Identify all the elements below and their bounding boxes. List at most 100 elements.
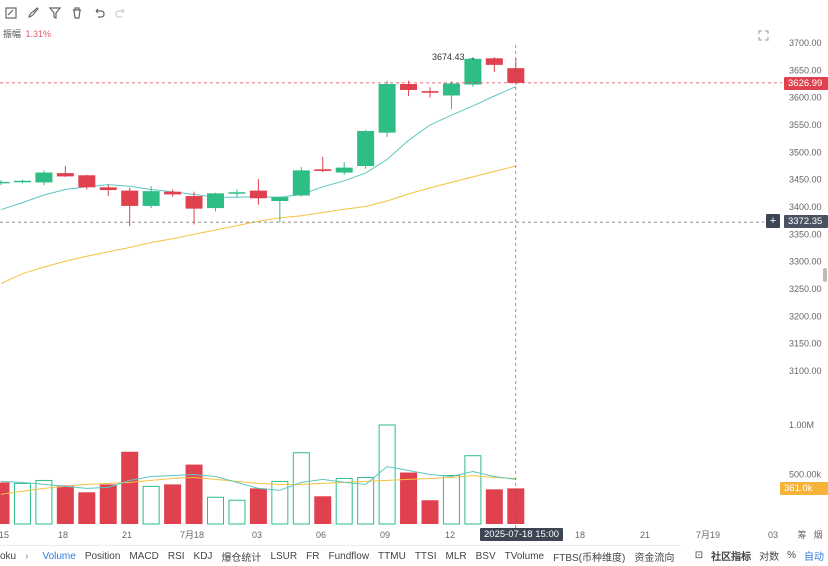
volume-ma-a-line: [0, 474, 516, 495]
volume-bar: [142, 485, 160, 525]
candle-body: [207, 193, 224, 209]
amplitude-value: 1.31%: [25, 29, 52, 39]
volume-bar: [314, 496, 332, 524]
indicator-tab[interactable]: RSI: [167, 550, 185, 562]
volume-bar: [271, 480, 289, 525]
indicator-tab[interactable]: Fundflow: [328, 550, 370, 562]
amplitude-readout: 振幅 1.31%: [3, 27, 51, 40]
auto-scale-button[interactable]: 自动: [804, 552, 824, 563]
candle-body: [292, 170, 310, 196]
volume-bar: [464, 455, 482, 525]
log-scale-button[interactable]: 对数: [759, 552, 780, 563]
candle-body: [485, 58, 503, 65]
indicator-tab[interactable]: BSV: [475, 550, 496, 562]
trash-icon[interactable]: [66, 2, 88, 24]
candle-body: [464, 58, 482, 85]
time-tick-label: 12: [445, 530, 455, 540]
indicator-tab[interactable]: FR: [306, 550, 320, 562]
current-price-tag: 3626.99: [784, 77, 828, 90]
volume-bar: [421, 500, 439, 524]
indicator-tab[interactable]: FTBS(币种维度): [553, 552, 626, 564]
volume-ma-b-line: [0, 466, 516, 491]
candle-body: [442, 83, 460, 96]
volume-bar: [13, 482, 31, 525]
chevron-right-icon[interactable]: ›: [25, 550, 29, 562]
volume-bar: [99, 484, 117, 524]
crosshair-price-tag: 3372.35: [784, 215, 828, 228]
candle-body: [228, 192, 246, 194]
time-axis: 15 18 21 7月18 03 06 09 12 18 21 7月19 03 筹烟: [0, 529, 823, 540]
volume-axis: 1.00M 500.00k: [789, 420, 822, 480]
indicator-tab[interactable]: KDJ: [193, 550, 213, 562]
scroll-handle[interactable]: [823, 268, 827, 282]
community-indicator-button[interactable]: 社区指标: [711, 552, 752, 563]
volume-bar: [400, 472, 418, 524]
candle-body: [0, 181, 10, 184]
price-tick-label: 3600.00: [789, 93, 822, 103]
volume-bar: [185, 464, 203, 524]
candle-body: [421, 91, 439, 93]
bottom-right-controls: ⊡ 社区指标 对数 % 自动: [680, 545, 828, 566]
candle-body: [78, 175, 96, 188]
indicator-tab[interactable]: MLR: [445, 550, 467, 562]
time-tick-label: 18: [58, 530, 68, 540]
undo-icon[interactable]: [88, 2, 110, 24]
candle-body: [99, 187, 117, 191]
amplitude-label: 振幅: [3, 29, 22, 39]
price-tick-label: 3350.00: [789, 229, 822, 239]
candle-body: [121, 190, 139, 206]
time-tick-label: 03: [252, 530, 262, 540]
brush-icon[interactable]: [22, 2, 44, 24]
price-chart[interactable]: 3700.00 3650.00 3600.00 3550.00 3500.00 3450.…: [0, 0, 828, 545]
indicator-tab[interactable]: 爆仓统计: [221, 552, 262, 564]
crosshair: [0, 45, 782, 528]
indicator-tab[interactable]: MACD: [129, 550, 159, 562]
indicator-tab[interactable]: 资金流向: [634, 552, 675, 564]
fullscreen-icon[interactable]: [758, 30, 769, 41]
price-tick-label: 3400.00: [789, 202, 822, 212]
add-alert-button[interactable]: +: [766, 214, 780, 228]
volume-bar: [335, 477, 353, 525]
time-tick-label: 09: [380, 530, 390, 540]
time-tick-label: 06: [316, 530, 326, 540]
volume-tick-label: 500.00k: [789, 470, 822, 480]
indicator-tab[interactable]: Volume: [42, 550, 76, 562]
time-tick-label: 7月18: [180, 530, 204, 540]
percent-scale-button[interactable]: %: [787, 550, 796, 561]
indicator-tab[interactable]: TVolume: [504, 550, 545, 562]
candle-body: [335, 167, 353, 173]
indicator-tab[interactable]: TTSI: [414, 550, 437, 562]
candle-body: [400, 84, 418, 91]
volume-bar: [507, 488, 525, 524]
time-tick-label: 21: [122, 530, 132, 540]
indicator-bar: oku › Volume Position MACD RSI KDJ 爆仓统计 LSUR FR Fu…: [0, 545, 828, 566]
price-tick-label: 3700.00: [789, 38, 822, 48]
price-tick-label: 3650.00: [789, 65, 822, 75]
volume-bar: [78, 492, 96, 524]
indicator-tab[interactable]: Position: [84, 550, 121, 562]
time-tick-label: 筹: [797, 529, 806, 540]
filter-icon[interactable]: [44, 2, 66, 24]
edit-icon[interactable]: [0, 2, 22, 24]
indicator-tab[interactable]: oku: [0, 550, 17, 562]
community-indicator-icon[interactable]: ⊡: [694, 550, 704, 561]
candle-body: [56, 173, 74, 177]
volume-bars: [0, 424, 525, 525]
redo-icon[interactable]: [110, 2, 132, 24]
time-tick-label: 03: [768, 530, 778, 540]
volume-bar: [442, 474, 460, 525]
high-price-label: 3674.43 →: [432, 52, 477, 62]
time-tick-label: 15: [0, 530, 9, 540]
volume-bar: [121, 451, 139, 524]
drawing-toolbar: [0, 0, 140, 26]
price-tick-label: 3150.00: [789, 339, 822, 349]
time-tick-label: 7月19: [696, 530, 720, 540]
indicator-tab[interactable]: LSUR: [270, 550, 298, 562]
ma-long-line: [0, 165, 516, 284]
volume-bar: [35, 479, 53, 525]
time-tick-label: 烟: [813, 529, 822, 540]
price-tick-label: 3500.00: [789, 147, 822, 157]
price-tick-label: 3550.00: [789, 120, 822, 130]
indicator-tab[interactable]: TTMU: [378, 550, 406, 562]
crosshair-date-tag: 2025-07-18 15:00: [480, 528, 564, 541]
